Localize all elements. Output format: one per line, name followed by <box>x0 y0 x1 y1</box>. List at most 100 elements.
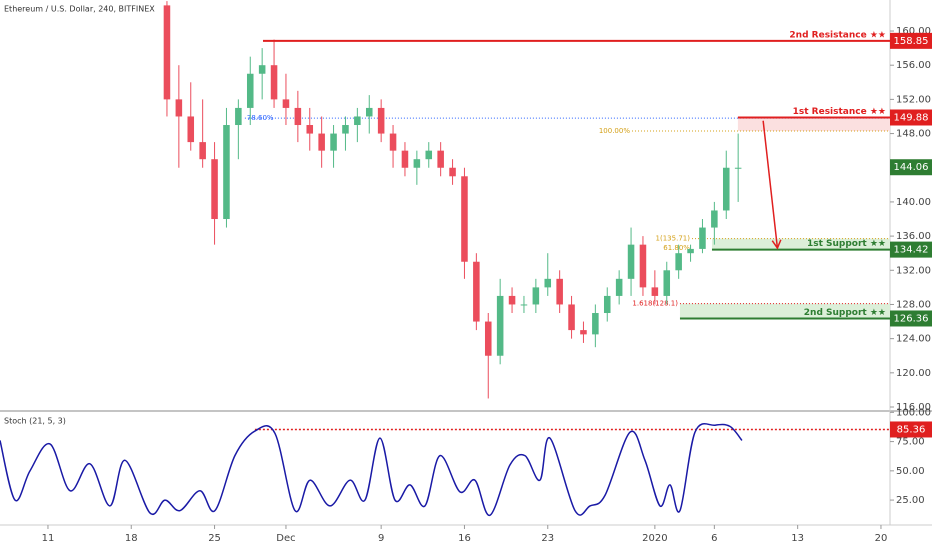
level-name: 2nd Resistance ★★ <box>789 30 886 40</box>
candle-body <box>211 159 218 220</box>
candle-body <box>568 304 575 331</box>
fib-label: 100.00% <box>599 127 630 135</box>
y-tick-label: 136.00 <box>896 231 931 242</box>
level-name: 2nd Support ★★ <box>804 308 886 318</box>
level-price: 126.36 <box>894 313 929 324</box>
candle-body <box>294 107 302 126</box>
candle-body <box>734 167 742 169</box>
x-tick-label: Dec <box>276 533 295 544</box>
candle-body <box>699 227 706 249</box>
x-tick-label: 9 <box>378 533 384 544</box>
candle-body <box>639 244 647 288</box>
candle-body <box>580 330 587 335</box>
candle-body <box>437 150 444 168</box>
candle-body <box>377 107 385 134</box>
candle-body <box>687 248 694 254</box>
y-tick-label: 100.00 <box>896 407 931 418</box>
level-price-box <box>890 109 932 126</box>
y-tick-label: 160.00 <box>896 26 931 37</box>
level-price: 134.42 <box>894 245 929 256</box>
candle-body <box>425 150 433 160</box>
candle-body <box>318 133 325 151</box>
level-zone <box>737 117 890 131</box>
x-tick-label: 23 <box>541 533 554 544</box>
candle-body <box>175 99 183 117</box>
candle-body <box>258 65 266 74</box>
level-zone <box>711 238 890 250</box>
level-price-box <box>890 310 932 327</box>
candle-body <box>520 304 528 306</box>
level-price: 149.88 <box>894 112 929 123</box>
fib-label: 1(135.71) <box>656 235 691 243</box>
candle-body <box>592 313 599 335</box>
arrow-head <box>771 239 782 250</box>
candle-body <box>473 261 480 322</box>
y-tick-label: 128.00 <box>896 299 931 310</box>
level-price-box <box>890 241 932 258</box>
x-tick-label: 25 <box>208 533 221 544</box>
candle-body <box>187 116 195 143</box>
candle-body <box>330 133 337 151</box>
candle-body <box>675 253 682 271</box>
x-tick-label: 13 <box>791 533 804 544</box>
x-tick-label: 16 <box>458 533 471 544</box>
candle-body <box>223 125 230 220</box>
x-tick-label: 2020 <box>642 533 667 544</box>
candle-body <box>627 244 635 279</box>
candle-body <box>711 210 718 228</box>
candle-body <box>246 73 254 108</box>
y-tick-label: 75.00 <box>896 437 925 448</box>
level-price: 158.85 <box>894 36 929 47</box>
candle-body <box>484 321 492 356</box>
level-name: 1st Support ★★ <box>807 239 886 249</box>
fib-label: 78.60% <box>247 114 274 122</box>
candle-body <box>615 278 623 296</box>
y-tick-label: 148.00 <box>896 129 931 140</box>
y-tick-label: 132.00 <box>896 265 931 276</box>
candle-body <box>461 176 468 262</box>
candle-body <box>270 65 278 100</box>
level-zone <box>679 303 890 319</box>
level-price-box <box>890 32 932 49</box>
x-tick-label: 6 <box>711 533 717 544</box>
candle-body <box>401 150 409 168</box>
last-price: 144.06 <box>894 162 929 173</box>
stoch-level-box <box>890 421 932 438</box>
y-tick-label: 152.00 <box>896 94 931 105</box>
candle-body <box>532 287 540 305</box>
candle-body <box>508 295 516 305</box>
stoch-line <box>0 423 743 517</box>
candle-body <box>556 278 563 305</box>
candle-body <box>163 5 171 100</box>
level-name: 1st Resistance ★★ <box>793 107 886 117</box>
candle-body <box>282 99 290 108</box>
y-tick-label: 25.00 <box>896 495 925 506</box>
x-tick-label: 20 <box>875 533 888 544</box>
candle-body <box>603 295 611 314</box>
y-tick-label: 120.00 <box>896 368 931 379</box>
candle-body <box>389 133 397 151</box>
chart-title: Ethereum / U.S. Dollar, 240, BITFINEX <box>4 5 155 14</box>
candle-body <box>354 116 361 126</box>
y-tick-label: 116.00 <box>896 402 931 413</box>
candle-body <box>722 167 730 211</box>
candle-body <box>199 142 206 160</box>
y-tick-label: 156.00 <box>896 60 931 71</box>
last-price-box <box>890 159 932 176</box>
candle-body <box>306 125 314 134</box>
candle-body <box>651 287 659 296</box>
indicator-title: Stoch (21, 5, 3) <box>4 417 66 426</box>
candle-body <box>663 270 671 296</box>
candle-body <box>449 167 456 177</box>
y-tick-label: 140.00 <box>896 197 931 208</box>
candle-body <box>342 125 349 134</box>
y-tick-label: 124.00 <box>896 334 931 345</box>
candle-body <box>365 107 373 117</box>
arrow-shaft <box>762 120 779 249</box>
y-tick-label: 50.00 <box>896 466 925 477</box>
candle-body <box>413 159 421 168</box>
candle-body <box>496 295 504 356</box>
stoch-level-label: 85.36 <box>897 424 926 435</box>
